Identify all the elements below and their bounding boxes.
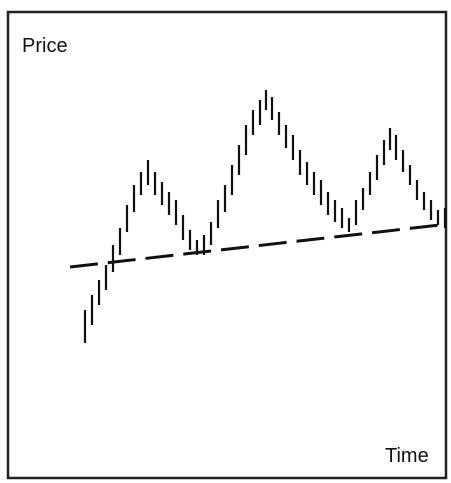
y-axis-label: Price: [22, 35, 68, 57]
x-axis-label: Time: [385, 445, 429, 467]
price-bars: [83, 90, 447, 343]
frame: [6, 10, 448, 480]
neckline: [69, 223, 441, 269]
